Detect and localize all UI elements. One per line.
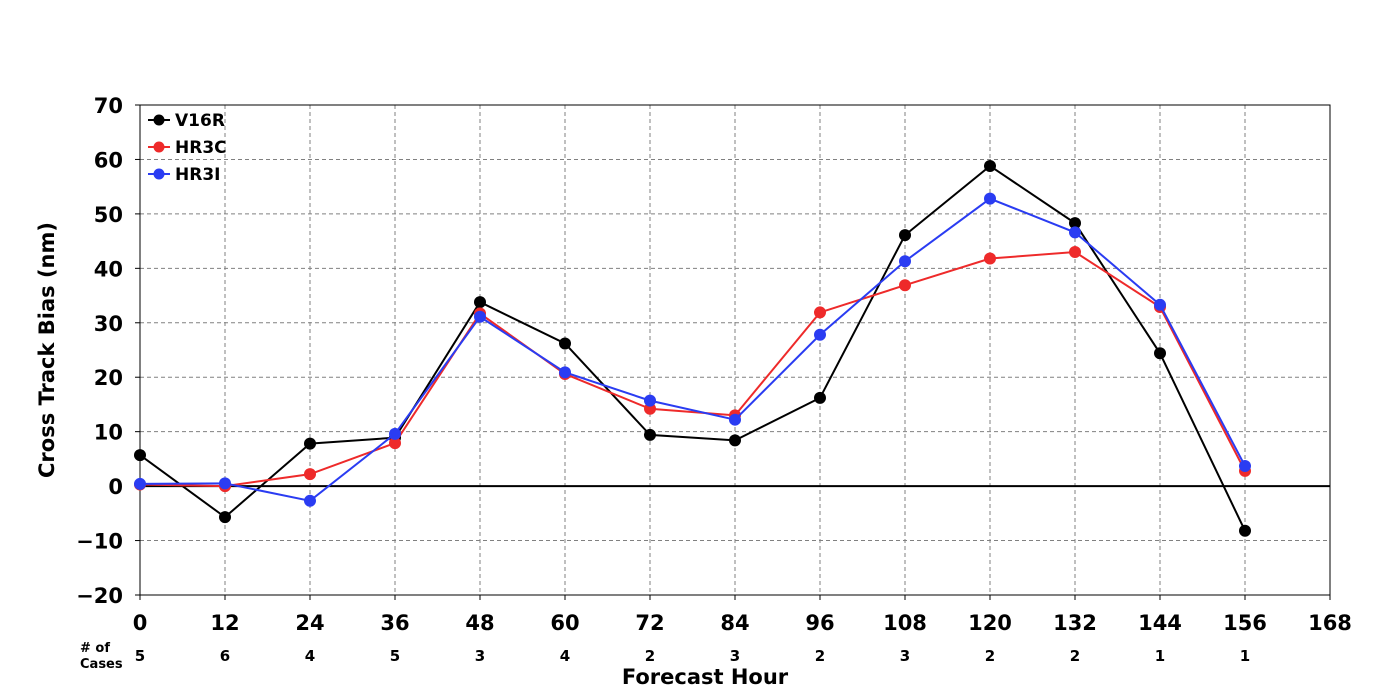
x-tick-label: 168 [1308, 611, 1352, 635]
legend-item-HR3I: HR3I [148, 165, 220, 185]
y-tick-label: 70 [94, 94, 123, 118]
y-tick-label: 30 [94, 312, 123, 336]
series-HR3I [134, 192, 1251, 507]
x-tick-label: 156 [1223, 611, 1267, 635]
grid [140, 105, 1330, 595]
data-point-V16R [814, 391, 826, 404]
y-tick-label: −10 [76, 530, 123, 554]
y-tick-label: −20 [76, 584, 123, 608]
data-point-V16R [219, 511, 231, 524]
data-point-HR3I [1239, 459, 1251, 472]
data-point-HR3C [1069, 246, 1081, 258]
data-point-HR3C [899, 279, 911, 292]
data-point-HR3I [644, 394, 656, 407]
data-point-V16R [474, 296, 486, 309]
data-point-V16R [1154, 347, 1166, 360]
legend-marker [153, 114, 165, 126]
legend-item-HR3C: HR3C [148, 138, 227, 158]
data-point-HR3C [304, 468, 316, 481]
x-tick-label: 108 [883, 611, 927, 635]
case-count: 1 [1155, 647, 1165, 665]
data-point-V16R [729, 434, 741, 447]
legend-label: HR3I [175, 165, 220, 185]
case-count: 4 [560, 647, 570, 665]
data-point-HR3I [984, 192, 996, 205]
case-count: 1 [1240, 647, 1250, 665]
data-point-V16R [984, 159, 996, 172]
data-point-HR3I [1069, 226, 1081, 239]
data-point-HR3I [219, 477, 231, 490]
data-point-HR3I [304, 494, 316, 507]
y-axis-title: Cross Track Bias (nm) [35, 222, 59, 478]
data-point-V16R [644, 428, 656, 441]
data-point-V16R [1069, 217, 1081, 230]
legend-item-V16R: V16R [148, 111, 225, 131]
series-V16R [134, 159, 1251, 537]
data-point-V16R [1239, 524, 1251, 537]
x-tick-label: 72 [635, 611, 664, 635]
case-count: 5 [390, 647, 400, 665]
case-count: 3 [475, 647, 485, 665]
x-axis: 0 12 24 36 48 60 72 84 96 108 120 132 144 156 168 [133, 595, 1352, 635]
x-tick-label: 144 [1138, 611, 1182, 635]
data-point-HR3I [814, 328, 826, 341]
x-tick-label: 48 [465, 611, 494, 635]
data-point-HR3C [389, 437, 401, 450]
y-axis: −20 −10 0 10 20 30 40 50 60 70 [76, 94, 140, 608]
x-axis-title: Forecast Hour [622, 665, 789, 689]
legend-marker [153, 141, 165, 153]
x-tick-label: 24 [295, 611, 324, 635]
cases-header-label: Cases [80, 657, 123, 672]
x-tick-label: 120 [968, 611, 1012, 635]
data-point-HR3I [389, 427, 401, 440]
case-count: 2 [985, 647, 995, 665]
series-line-HR3I [139, 197, 1246, 502]
x-tick-label: 96 [805, 611, 834, 635]
case-count: 6 [220, 647, 230, 665]
data-point-V16R [559, 337, 571, 350]
data-point-HR3I [134, 477, 146, 490]
y-tick-label: 10 [94, 421, 123, 445]
y-tick-label: 0 [108, 475, 123, 499]
legend: V16R HR3C HR3I [148, 111, 227, 185]
y-tick-label: 20 [94, 366, 123, 390]
case-count: 2 [815, 647, 825, 665]
case-count: 3 [900, 647, 910, 665]
data-point-V16R [899, 229, 911, 242]
cases-header-label: # of [80, 641, 110, 656]
x-tick-label: 0 [133, 611, 148, 635]
case-count: 5 [135, 647, 145, 665]
data-point-HR3C [814, 306, 826, 319]
data-point-HR3I [729, 413, 741, 426]
x-tick-label: 36 [380, 611, 409, 635]
series-layer [134, 159, 1251, 537]
data-point-HR3I [899, 255, 911, 268]
x-tick-label: 12 [210, 611, 239, 635]
legend-marker [153, 168, 165, 180]
y-tick-label: 60 [94, 148, 123, 172]
x-tick-label: 84 [720, 611, 749, 635]
case-count: 3 [730, 647, 740, 665]
series-HR3C [134, 246, 1251, 493]
series-line-V16R [139, 164, 1246, 532]
case-count: 2 [1070, 647, 1080, 665]
data-point-V16R [304, 437, 316, 450]
x-tick-label: 132 [1053, 611, 1097, 635]
y-tick-label: 50 [94, 203, 123, 227]
data-point-HR3C [984, 252, 996, 265]
series-line-HR3C [139, 250, 1246, 488]
data-point-HR3I [474, 310, 486, 323]
x-tick-label: 60 [550, 611, 579, 635]
data-point-HR3I [559, 366, 571, 379]
case-count: 4 [305, 647, 315, 665]
data-point-V16R [134, 449, 146, 462]
y-tick-label: 40 [94, 257, 123, 281]
legend-label: HR3C [175, 138, 227, 158]
data-point-HR3I [1154, 298, 1166, 311]
legend-label: V16R [175, 111, 225, 131]
case-count: 2 [645, 647, 655, 665]
